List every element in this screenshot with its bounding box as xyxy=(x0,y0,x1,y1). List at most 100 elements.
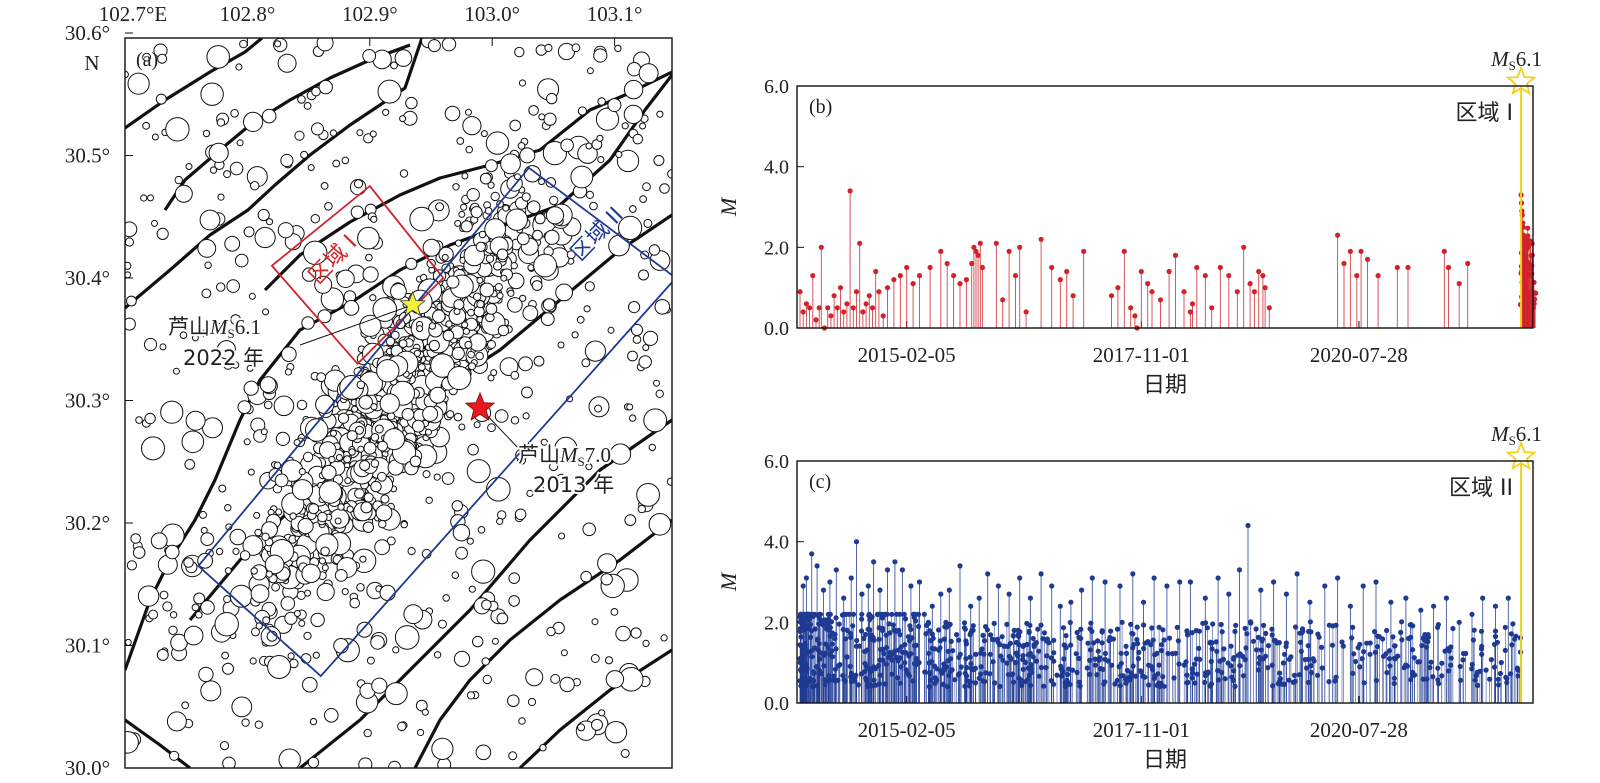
stem-point xyxy=(1138,268,1144,275)
seismic-event-circle xyxy=(370,215,378,223)
seismic-event-circle xyxy=(559,676,575,693)
seismic-event-circle xyxy=(618,215,643,240)
seismic-event-circle xyxy=(351,405,359,413)
seismic-event-circle xyxy=(303,240,328,266)
stem-point xyxy=(1283,591,1289,597)
stem-point xyxy=(1350,624,1356,631)
seismic-event-circle xyxy=(595,107,620,131)
stem-point xyxy=(1213,639,1219,645)
stem-point xyxy=(1510,621,1516,627)
seismic-event-circle xyxy=(318,480,343,504)
stem-point xyxy=(1492,603,1499,609)
seismic-event-circle xyxy=(425,428,432,436)
seismic-event-circle xyxy=(201,329,209,337)
seismic-event-circle xyxy=(274,40,282,48)
seismic-event-circle xyxy=(628,301,641,314)
seismic-event-circle xyxy=(604,721,628,744)
stem-point xyxy=(844,301,850,307)
stem-point xyxy=(1049,583,1055,589)
region-2-outline xyxy=(197,166,672,678)
stem-point xyxy=(1521,236,1527,242)
seismic-event-circle xyxy=(216,282,226,292)
stem-point xyxy=(1304,665,1310,671)
seismic-event-circle xyxy=(518,356,533,372)
seismic-event-circle xyxy=(466,188,480,202)
stem-point xyxy=(798,643,804,649)
stem-point xyxy=(1128,305,1134,311)
mainshock-mag-value: 6.1 xyxy=(1516,47,1542,71)
stem-point xyxy=(1523,252,1529,258)
seismic-event-circle xyxy=(485,303,498,315)
stem-point xyxy=(1282,651,1288,657)
stem-point xyxy=(848,634,854,641)
seismic-event-circle xyxy=(473,421,481,429)
seismic-event-circle xyxy=(235,63,243,71)
stem-point xyxy=(905,634,912,640)
seismic-event-circle xyxy=(632,133,644,145)
stem-point xyxy=(973,651,979,658)
stem-point xyxy=(1210,621,1216,627)
seismic-event-circle xyxy=(609,443,632,465)
stem-point xyxy=(853,672,859,678)
seismic-event-circle xyxy=(534,213,546,225)
seismic-event-circle xyxy=(465,108,472,116)
seismic-event-circle xyxy=(577,723,586,732)
stem-point xyxy=(1000,297,1006,303)
seismic-event-circle xyxy=(250,584,270,603)
stem-point xyxy=(1525,225,1531,231)
stem-point xyxy=(1076,634,1082,641)
seismic-event-circle xyxy=(275,508,283,516)
x-tick-label: 2020-07-28 xyxy=(1310,718,1408,742)
seismic-event-circle xyxy=(451,571,460,580)
x-tick-label: 2015-02-05 xyxy=(858,718,956,742)
stem-point xyxy=(1091,640,1097,646)
seismic-event-circle xyxy=(585,190,595,199)
seismic-event-circle xyxy=(597,97,606,106)
seismic-event-circle xyxy=(265,570,273,578)
stem-point xyxy=(956,670,963,677)
stem-point xyxy=(1121,248,1127,254)
seismic-event-circle xyxy=(480,130,488,138)
seismic-event-circle xyxy=(484,207,493,215)
seismic-event-circle xyxy=(341,588,349,596)
seismic-event-circle xyxy=(482,674,492,685)
stem-point xyxy=(1016,642,1022,648)
stem-point xyxy=(1307,619,1313,625)
seismic-event-circle xyxy=(615,150,623,159)
stem-point xyxy=(1263,630,1269,637)
seismic-event-circle xyxy=(596,134,604,142)
seismic-event-circle xyxy=(202,129,211,138)
seismic-event-circle xyxy=(302,676,318,693)
stem-point xyxy=(1250,638,1257,644)
stem-point xyxy=(1031,643,1037,650)
stem-point xyxy=(1011,627,1017,634)
seismic-event-circle xyxy=(628,414,637,422)
stem-point xyxy=(1232,683,1238,690)
seismic-event-circle xyxy=(653,379,660,387)
stem-point xyxy=(828,313,834,319)
stem-point xyxy=(938,248,944,254)
stem-point xyxy=(1241,244,1247,250)
y-tick-label: 2.0 xyxy=(764,237,789,259)
seismic-event-circle xyxy=(316,582,335,602)
y-axis-label: M xyxy=(716,571,741,592)
stem-point xyxy=(1465,260,1471,267)
stem-point xyxy=(1230,656,1237,662)
seismic-event-circle xyxy=(231,361,240,369)
seismic-event-circle xyxy=(370,480,382,493)
seismic-event-circle xyxy=(494,409,509,423)
stem-point xyxy=(1478,628,1485,634)
stem-point xyxy=(1443,595,1449,601)
stem-point xyxy=(1240,653,1246,660)
seismic-event-circle xyxy=(307,756,320,768)
seismic-event-circle xyxy=(487,340,496,349)
stem-point xyxy=(980,632,986,639)
seismic-event-circle xyxy=(333,638,349,654)
seismic-event-circle xyxy=(353,179,364,189)
seismic-event-circle xyxy=(521,386,533,399)
stem-point xyxy=(815,647,821,653)
stem-point xyxy=(1228,643,1234,649)
seismic-event-circle xyxy=(453,412,463,422)
seismic-event-circle xyxy=(229,161,244,176)
region-label: 区域 II xyxy=(1449,476,1513,501)
